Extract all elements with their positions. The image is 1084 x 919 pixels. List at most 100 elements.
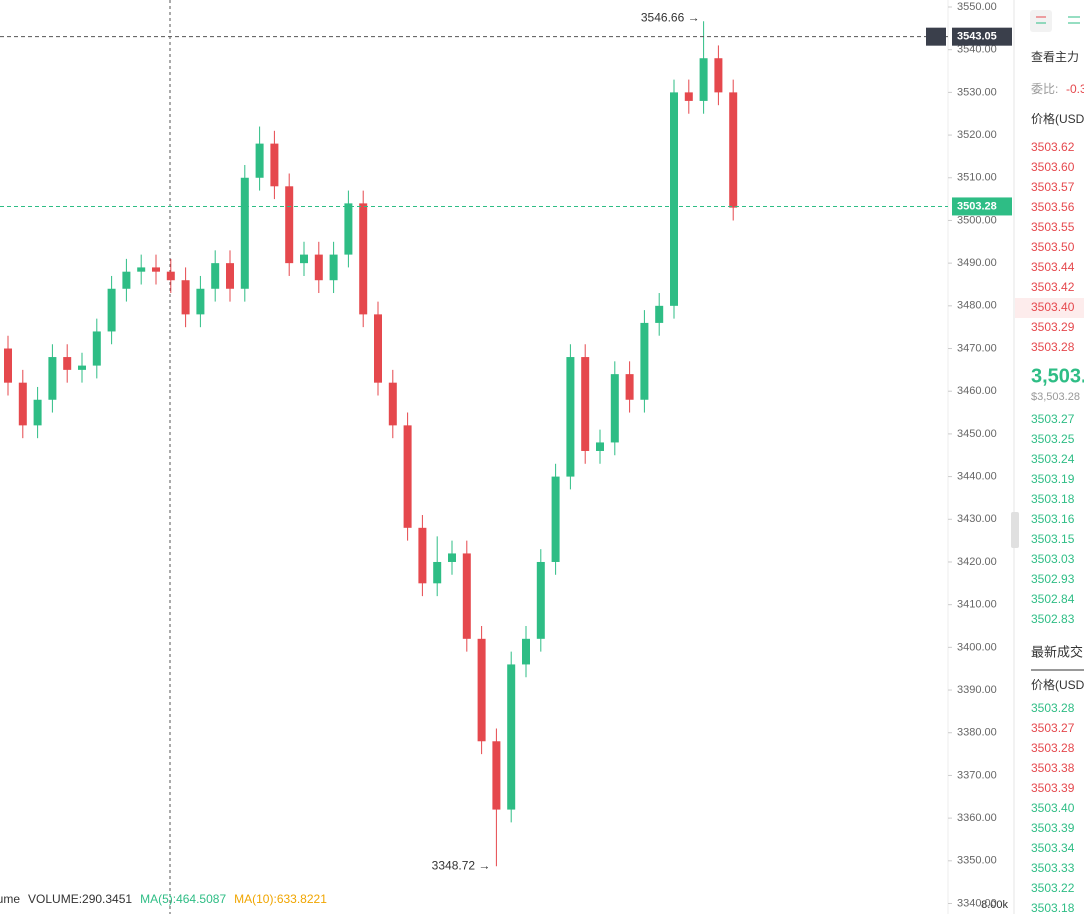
- candle-body: [610, 374, 619, 443]
- candle-body: [448, 553, 456, 562]
- candle-body: [78, 365, 86, 370]
- ask-price: 3503.56: [1031, 200, 1075, 214]
- ask-price: 3503.42: [1031, 280, 1075, 294]
- candle-body: [48, 357, 57, 400]
- candle-body: [581, 357, 590, 451]
- ask-price: 3503.60: [1031, 160, 1075, 174]
- y-tick-label: 3370.00: [957, 769, 997, 781]
- y-tick-label: 3390.00: [957, 684, 997, 696]
- tab-icon[interactable]: [1030, 10, 1052, 32]
- mid-usd: $3,503.28: [1031, 391, 1080, 403]
- candle-body: [566, 357, 575, 477]
- candle-body: [729, 92, 738, 208]
- candle-body: [418, 527, 427, 584]
- price-header: 价格(USD: [1031, 111, 1084, 126]
- trade-price: 3503.28: [1031, 701, 1075, 715]
- candle-body: [314, 254, 323, 281]
- candle-body: [18, 382, 27, 426]
- trade-price: 3503.39: [1031, 821, 1075, 835]
- candle-body: [344, 203, 353, 255]
- candle-body: [166, 271, 175, 281]
- price-tag: [952, 197, 1012, 216]
- y-tick-label: 3490.00: [957, 257, 997, 269]
- main-force-link[interactable]: 查看主力: [1031, 50, 1079, 64]
- trade-price: 3503.27: [1031, 721, 1075, 735]
- y-tick-label: 3540.00: [957, 44, 997, 56]
- y-tick-label: 3500.00: [957, 214, 997, 226]
- y-tick-label: 3470.00: [957, 342, 997, 354]
- collapse-handle[interactable]: [1011, 512, 1019, 548]
- mid-price: 3,503.: [1031, 365, 1084, 387]
- volume-legend: MA(10):633.8221: [234, 892, 327, 906]
- y-tick-label: 3520.00: [957, 129, 997, 141]
- y-tick-label: 3440.00: [957, 470, 997, 482]
- trade-price: 3503.33: [1031, 861, 1075, 875]
- trade-price: 3503.18: [1031, 901, 1075, 914]
- price-tag-label: 3543.05: [957, 31, 997, 43]
- trades-title[interactable]: 最新成交: [1031, 644, 1083, 659]
- candle-body: [137, 267, 146, 272]
- trade-price: 3503.40: [1031, 801, 1075, 815]
- ask-price: 3503.40: [1031, 300, 1075, 314]
- low-annotation: 3348.72 →: [432, 858, 491, 872]
- volume-legend: MA(5):464.5087: [140, 892, 226, 906]
- crosshair-button[interactable]: [926, 27, 946, 46]
- candle-body: [152, 267, 160, 272]
- candle-body: [181, 280, 190, 315]
- y-tick-label: 3410.00: [957, 599, 997, 611]
- candle-body: [255, 143, 264, 178]
- candle-body: [625, 374, 634, 400]
- trade-price: 3503.34: [1031, 841, 1075, 855]
- y-tick-label: 3510.00: [957, 172, 997, 184]
- candle-body: [477, 638, 486, 742]
- bid-price: 3503.15: [1031, 532, 1075, 546]
- candle-body: [211, 263, 220, 289]
- candle-body: [388, 382, 397, 426]
- y-tick-label: 3480.00: [957, 300, 997, 312]
- candle-body: [300, 254, 308, 264]
- high-annotation: 3546.66 →: [641, 10, 700, 24]
- candle-body: [462, 553, 471, 639]
- y-tick-label: 3450.00: [957, 428, 997, 440]
- bid-price: 3502.83: [1031, 612, 1075, 626]
- candle-body: [670, 92, 678, 306]
- panel-bg: [1014, 0, 1084, 914]
- y-tick-label: 3420.00: [957, 556, 997, 568]
- candle-body: [640, 322, 649, 400]
- y-tick-label: 3340.00: [957, 897, 997, 909]
- ask-price: 3503.28: [1031, 340, 1075, 354]
- bid-price: 3503.24: [1031, 452, 1075, 466]
- bid-price: 3502.84: [1031, 592, 1075, 606]
- price-tag: [952, 27, 1012, 46]
- candle-body: [4, 348, 12, 383]
- candle-body: [492, 741, 501, 810]
- y-tick-label: 3350.00: [957, 855, 997, 867]
- candle-body: [433, 561, 442, 584]
- ratio-label: 委比:: [1031, 82, 1058, 96]
- candle-body: [63, 357, 72, 370]
- candle-body: [329, 254, 338, 281]
- y-tick-label: 3380.00: [957, 727, 997, 739]
- volume-legend: lume: [0, 892, 20, 906]
- bid-price: 3502.93: [1031, 572, 1075, 586]
- candle-body: [684, 92, 693, 101]
- candle-body: [655, 305, 664, 323]
- y-tick-label: 3460.00: [957, 385, 997, 397]
- candle-body: [551, 476, 560, 562]
- ask-price: 3503.29: [1031, 320, 1075, 334]
- y-tick-label: 3550.00: [957, 1, 997, 13]
- candle-body: [33, 399, 42, 426]
- candle-body: [507, 664, 516, 810]
- candle-body: [359, 203, 368, 315]
- candle-body: [714, 58, 723, 93]
- volume-legend: VOLUME:290.3451: [28, 892, 132, 906]
- y-tick-label: 3530.00: [957, 86, 997, 98]
- ask-price: 3503.50: [1031, 240, 1075, 254]
- y-tick-label: 3400.00: [957, 641, 997, 653]
- candle-body: [122, 271, 131, 289]
- y-tick-label: 3430.00: [957, 513, 997, 525]
- trade-price: 3503.39: [1031, 781, 1075, 795]
- bid-price: 3503.25: [1031, 432, 1075, 446]
